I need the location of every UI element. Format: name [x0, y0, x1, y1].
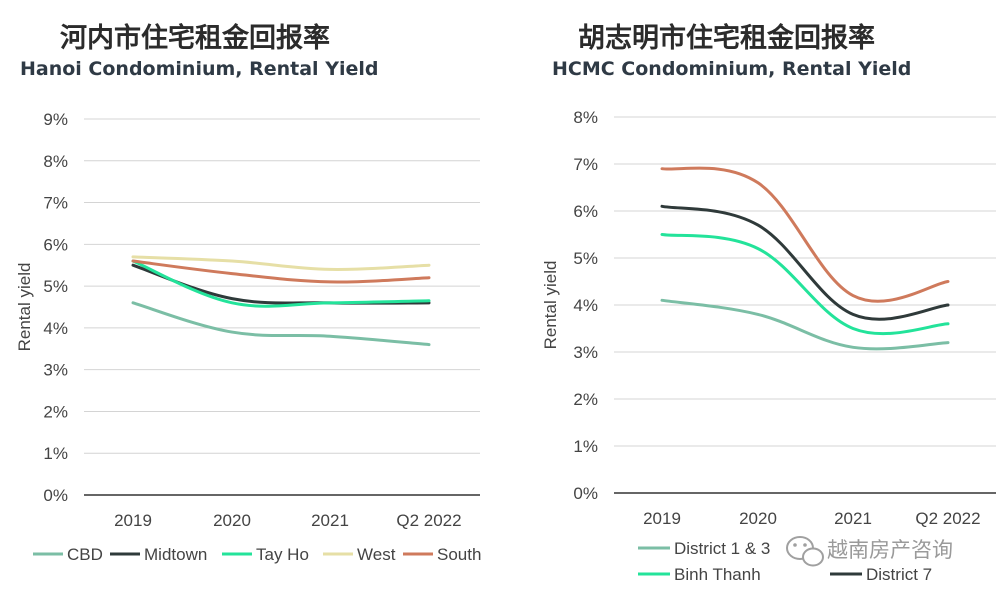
series-line	[660, 298, 950, 351]
series-line	[131, 301, 431, 347]
legend-label: South	[437, 545, 481, 564]
y-tick-label: 6%	[43, 235, 68, 254]
x-tick-label: 2020	[213, 511, 251, 530]
y-tick-label: 0%	[43, 486, 68, 505]
series-line	[660, 233, 950, 336]
y-tick-label: 3%	[43, 361, 68, 380]
series-line	[660, 204, 950, 321]
hcmc-chart-subtitle: HCMC Condominium, Rental Yield	[552, 58, 911, 80]
y-tick-label: 8%	[43, 152, 68, 171]
hanoi-legend: CBD Midtown Tay Ho West South	[33, 545, 481, 564]
hanoi-chart-title: 河内市住宅租金回报率	[60, 22, 330, 54]
hcmc-legend: District 1 & 3 Binh Thanh District 7	[638, 539, 932, 584]
y-axis-title: Rental yield	[15, 263, 34, 352]
y-tick-label: 2%	[43, 402, 68, 421]
legend-label: Binh Thanh	[674, 565, 761, 584]
watermark: 越南房产咨询	[786, 536, 953, 567]
series-line	[131, 255, 431, 271]
y-tick-label: 1%	[573, 437, 598, 456]
y-tick-label: 7%	[43, 194, 68, 213]
hanoi-chart-subtitle: Hanoi Condominium, Rental Yield	[20, 58, 378, 80]
x-tick-label: Q2 2022	[396, 511, 461, 530]
legend-label: District 1 & 3	[674, 539, 770, 558]
series-line	[660, 166, 950, 303]
y-tick-label: 2%	[573, 390, 598, 409]
series-line	[131, 259, 431, 284]
hcmc-chart: 0% 1% 2% 3% 4% 5% 6% 7% 8% 2019 2020 2021 Q2 2022 Ren…	[541, 108, 996, 584]
x-tick-label: 2019	[643, 509, 681, 528]
legend-label: Tay Ho	[256, 545, 309, 564]
y-tick-label: 1%	[43, 444, 68, 463]
legend-label: District 7	[866, 565, 932, 584]
hcmc-chart-title: 胡志明市住宅租金回报率	[578, 22, 875, 54]
y-tick-label: 5%	[573, 249, 598, 268]
y-axis-title: Rental yield	[541, 261, 560, 350]
y-tick-label: 3%	[573, 343, 598, 362]
y-tick-label: 8%	[573, 108, 598, 127]
legend-label: Midtown	[144, 545, 207, 564]
series-line	[131, 259, 431, 308]
x-tick-label: 2019	[114, 511, 152, 530]
y-tick-label: 0%	[573, 484, 598, 503]
x-tick-label: 2020	[739, 509, 777, 528]
y-tick-label: 4%	[573, 296, 598, 315]
y-tick-label: 9%	[43, 110, 68, 129]
y-tick-label: 6%	[573, 202, 598, 221]
legend-label: CBD	[67, 545, 103, 564]
watermark-text: 越南房产咨询	[827, 538, 953, 562]
x-tick-label: Q2 2022	[915, 509, 980, 528]
x-tick-label: 2021	[311, 511, 349, 530]
y-tick-label: 4%	[43, 319, 68, 338]
hanoi-chart: 0% 1% 2% 3% 4% 5% 6% 7% 8% 9% 2019 2020 2021 Q2 2022 R…	[15, 110, 481, 564]
y-tick-label: 5%	[43, 277, 68, 296]
legend-label: West	[357, 545, 396, 564]
wechat-icon	[786, 536, 824, 567]
y-tick-label: 7%	[573, 155, 598, 174]
x-tick-label: 2021	[834, 509, 872, 528]
